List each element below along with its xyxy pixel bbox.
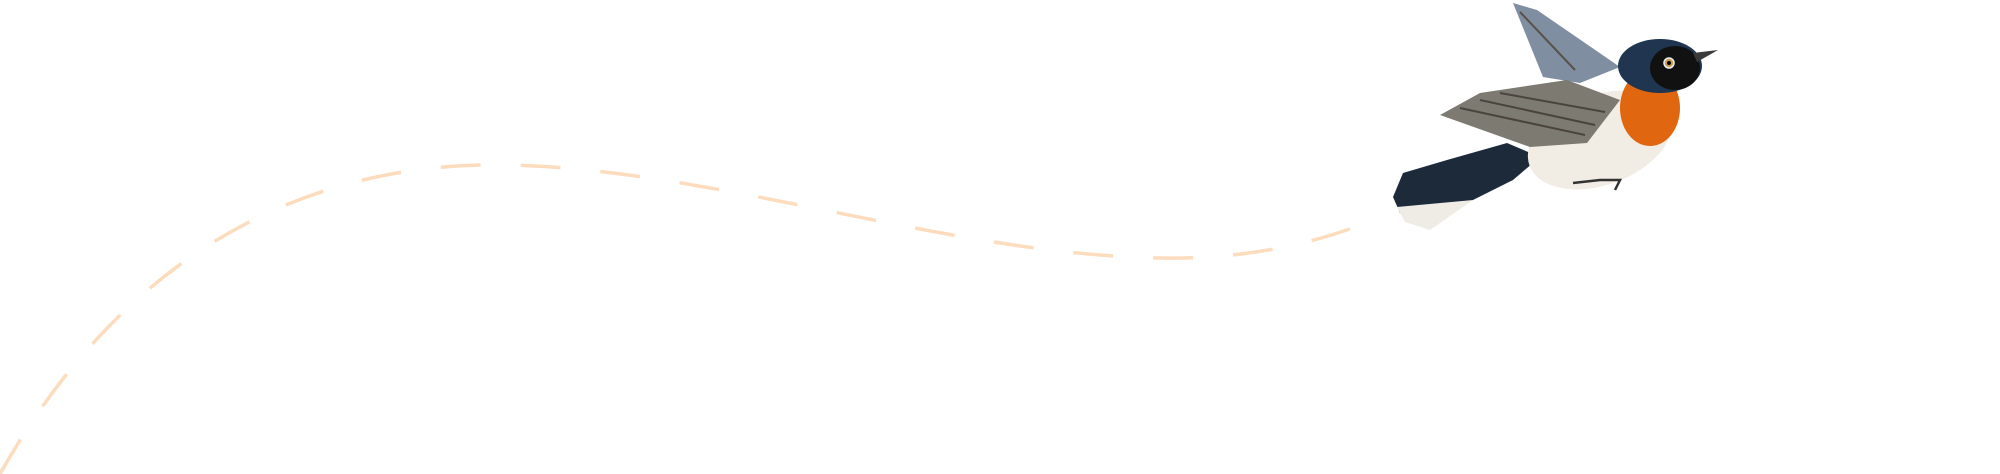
dashed-flight-path — [0, 163, 1356, 474]
bird-icon — [1393, 3, 1718, 230]
bird-mask — [1650, 46, 1700, 90]
bird-tail — [1393, 143, 1540, 220]
bird-upper-wing — [1513, 3, 1620, 83]
bird-legs — [1572, 178, 1623, 191]
bird-beak — [1693, 50, 1718, 62]
bird-tail-tip — [1397, 200, 1473, 230]
bird-lower-wing — [1440, 80, 1620, 147]
